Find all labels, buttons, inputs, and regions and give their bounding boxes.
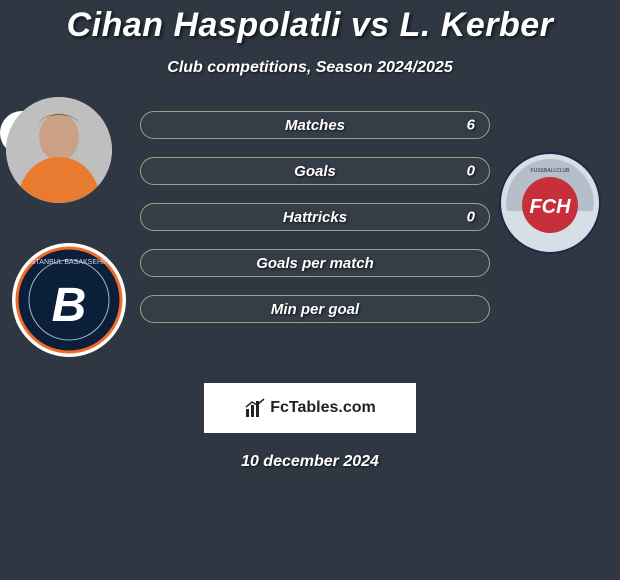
stat-value-right: 6: [467, 117, 475, 134]
stat-label: Goals per match: [256, 255, 374, 272]
club-right-letters: FCH: [529, 196, 571, 218]
club-left-icon: ISTANBUL BASAKSEHIR B: [12, 243, 126, 357]
stat-label: Min per goal: [271, 301, 359, 318]
player-left-photo: [6, 97, 112, 203]
chart-icon: [244, 397, 266, 419]
stat-bar-goals-per-match: Goals per match: [140, 249, 490, 277]
stat-label: Hattricks: [283, 209, 347, 226]
club-left-top-text: ISTANBUL BASAKSEHIR: [29, 259, 109, 266]
stat-bar-goals: Goals 0: [140, 157, 490, 185]
person-silhouette-icon: [6, 97, 112, 203]
stat-label: Matches: [285, 117, 345, 134]
club-left-badge: ISTANBUL BASAKSEHIR B: [12, 243, 126, 357]
stat-value-right: 0: [467, 163, 475, 180]
subtitle: Club competitions, Season 2024/2025: [0, 59, 620, 77]
footer-brand-box: FcTables.com: [204, 383, 416, 433]
club-left-letter: B: [52, 279, 87, 332]
club-right-icon: FCH FUSSBALLCLUB: [498, 151, 602, 255]
club-right-top-text: FUSSBALLCLUB: [531, 168, 571, 174]
stat-bar-matches: Matches 6: [140, 111, 490, 139]
stat-bar-hattricks: Hattricks 0: [140, 203, 490, 231]
stat-bars: Matches 6 Goals 0 Hattricks 0 Goals per …: [140, 111, 490, 341]
footer-brand-text: FcTables.com: [270, 399, 376, 417]
stat-bar-min-per-goal: Min per goal: [140, 295, 490, 323]
page-title: Cihan Haspolatli vs L. Kerber: [0, 6, 620, 45]
club-right-badge: FCH FUSSBALLCLUB: [498, 151, 602, 255]
stat-value-right: 0: [467, 209, 475, 226]
infographic-container: Cihan Haspolatli vs L. Kerber Club compe…: [0, 0, 620, 471]
comparison-area: ISTANBUL BASAKSEHIR B FCH FUSSBALLCLUB M…: [0, 111, 620, 371]
date-text: 10 december 2024: [0, 453, 620, 471]
footer-brand: FcTables.com: [244, 397, 376, 419]
stat-label: Goals: [294, 163, 336, 180]
